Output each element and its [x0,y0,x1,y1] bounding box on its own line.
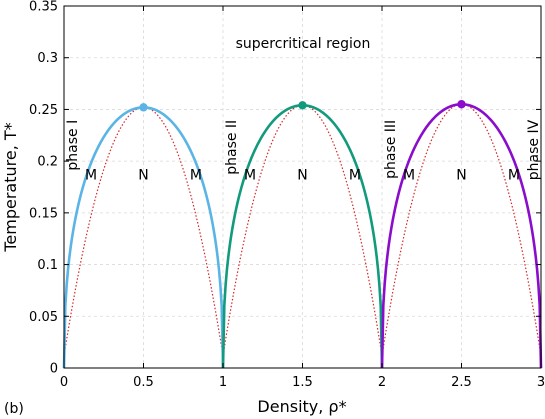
phase-label-4: phase IV [526,119,542,180]
left-phase-label: M [403,168,415,184]
y-tick-label: 0 [50,362,58,377]
x-tick-label: 1 [219,375,227,390]
right-phase-label: M [190,168,202,184]
critical-point-1 [139,103,148,112]
region-label: supercritical region [236,36,371,52]
phase-label-2: phase II [224,120,240,175]
critical-point-3 [457,100,466,109]
critical-point-2 [298,101,307,110]
center-phase-label: N [297,168,307,184]
right-phase-label: M [508,168,520,184]
left-phase-label: M [85,168,97,184]
y-tick-label: 0.1 [37,258,58,273]
x-tick-label: 3 [537,375,545,390]
x-tick-label: 2.5 [451,375,472,390]
panel-label: (b) [4,401,24,417]
x-tick-label: 1.5 [292,375,313,390]
y-tick-label: 0.05 [29,310,58,325]
left-phase-label: M [244,168,256,184]
y-tick-label: 0.15 [29,206,58,221]
phase-label-1: phase I [65,120,81,171]
center-phase-label: N [456,168,466,184]
grid-lines [63,5,542,369]
axis-ticks: 0 0.5 1 1.5 2 2.5 3 0 0.05 0.1 0.15 0.2 0.25 0.3 0.35 [29,0,545,390]
center-phase-label: N [138,168,148,184]
y-tick-label: 0.25 [29,103,58,118]
y-tick-label: 0.2 [37,155,58,170]
y-tick-label: 0.3 [37,51,58,66]
y-axis-title: Temperature, T* [1,122,20,252]
curves [62,100,543,369]
right-phase-label: M [349,168,361,184]
phase-label-3: phase III [383,120,399,179]
x-tick-label: 2 [378,375,386,390]
x-tick-label: 0 [60,375,68,390]
y-tick-label: 0.35 [29,0,58,15]
x-tick-label: 0.5 [133,375,154,390]
x-axis-title: Density, ρ* [257,397,346,416]
